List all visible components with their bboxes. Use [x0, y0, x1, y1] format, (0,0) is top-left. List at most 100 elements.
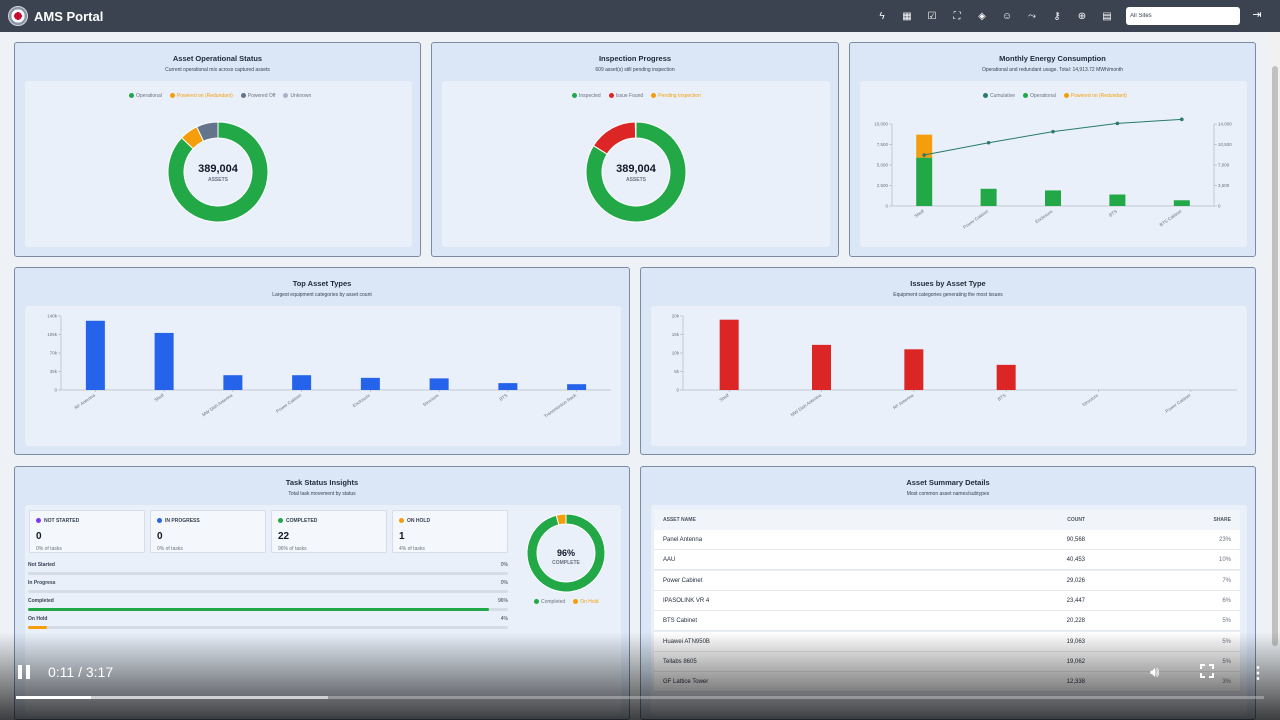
map-icon[interactable]: ⛶	[953, 10, 961, 22]
globe-icon[interactable]: ⊕	[1077, 10, 1087, 22]
table-row[interactable]: IPASOLINK VR 4 23,447 6%	[654, 590, 1240, 611]
x-tick-label: BTS	[498, 393, 508, 402]
y-tick-label: 0	[676, 388, 679, 393]
bar-operational	[1109, 194, 1126, 206]
x-tick-label: BTS	[1108, 209, 1118, 218]
progress-track	[28, 608, 508, 611]
x-tick-label: Shelf	[718, 392, 730, 402]
donut-slice-operational	[167, 121, 269, 223]
operational-donut	[167, 121, 269, 223]
table-row[interactable]: Panel Antenna 90,568 23%	[654, 530, 1240, 550]
video-progress-bar[interactable]	[16, 696, 1264, 699]
x-tick-label: Enclosure	[1034, 208, 1054, 224]
operational-status-card: Asset Operational Status Current operati…	[14, 42, 421, 257]
status-dot	[278, 518, 283, 523]
y2-tick-label: 3,500	[1218, 183, 1230, 188]
site-select[interactable]	[1126, 7, 1240, 25]
legend-item[interactable]: Pending Inspection	[651, 93, 701, 99]
scrollbar-thumb[interactable]	[1272, 66, 1278, 646]
task-stat-in-progress[interactable]: IN PROGRESS 0 0% of tasks	[150, 510, 266, 553]
y-tick-label: 35k	[50, 369, 58, 374]
col-header-name[interactable]: ASSET NAME	[663, 517, 696, 523]
card-subtitle: Current operational mix across captured …	[165, 67, 270, 73]
card-subtitle: Operational and redundant usage. Total: …	[981, 67, 1124, 73]
task-stat-on-hold[interactable]: ON HOLD 1 4% of tasks	[392, 510, 508, 553]
legend-item[interactable]: Powered Off	[240, 93, 276, 99]
legend-swatch	[1063, 93, 1069, 98]
table-row[interactable]: BTS Cabinet 20,228 5%	[654, 611, 1240, 632]
stat-label: COMPLETED	[278, 518, 317, 524]
status-dot	[157, 518, 162, 523]
legend-label: Powered on (Redundant)	[176, 93, 233, 99]
x-tick-label: Structure	[422, 392, 440, 407]
progress-label: Not Started	[28, 562, 55, 568]
stat-share: 0% of tasks	[157, 546, 183, 552]
table-row[interactable]: Power Cabinet 29,026 7%	[654, 570, 1240, 591]
task-donut-legend: Completed On Hold	[534, 599, 599, 605]
legend-swatch	[240, 93, 246, 98]
y-tick-label: 5,000	[877, 163, 889, 168]
legend-swatch	[283, 93, 289, 98]
donut-total: 389,004	[198, 163, 238, 175]
stat-value: 1	[399, 531, 405, 542]
volume-icon[interactable]: 🔊︎	[1150, 664, 1160, 681]
grid-icon[interactable]: ▦	[902, 10, 912, 22]
col-header-share[interactable]: SHARE	[1213, 517, 1231, 523]
top-navbar: AMS Portal	[0, 0, 1280, 32]
inspection-progress-card: Inspection Progress 609 asset(s) still p…	[431, 42, 839, 257]
clipboard-check-icon[interactable]: ☑	[927, 10, 937, 22]
progress-label: In Progress	[28, 580, 56, 586]
calendar-icon[interactable]: ▤	[1102, 10, 1112, 22]
users-icon[interactable]: ☺	[1001, 10, 1013, 22]
legend-item[interactable]: Cumulative	[983, 93, 1015, 99]
legend-label: On Hold	[580, 599, 599, 605]
legend-item[interactable]: Operational	[129, 93, 162, 99]
col-header-count[interactable]: COUNT	[1067, 517, 1085, 523]
legend-swatch	[983, 93, 988, 98]
progress-track	[28, 572, 508, 575]
energy-consumption-card: Monthly Energy Consumption Operational a…	[849, 42, 1256, 257]
legend-item[interactable]: Unknown	[283, 93, 311, 99]
cumulative-point	[922, 153, 926, 157]
logout-icon[interactable]: ⇥	[1252, 9, 1262, 21]
donut-slice-pending-inspection	[634, 121, 637, 139]
x-tick-label: Enclosure	[352, 392, 372, 408]
task-stat-completed[interactable]: COMPLETED 22 96% of tasks	[271, 510, 387, 553]
card-title: Issues by Asset Type	[910, 279, 986, 288]
stat-label: NOT STARTED	[36, 518, 79, 524]
y2-tick-label: 0	[1218, 204, 1221, 209]
card-title: Asset Operational Status	[172, 54, 263, 63]
progress-percent: 0%	[500, 562, 508, 568]
table-row[interactable]: AAU 40,453 10%	[654, 550, 1240, 571]
cell-share: 23%	[1218, 537, 1231, 543]
legend-label: Powered Off	[247, 93, 276, 99]
legend-item[interactable]: Completed	[534, 599, 565, 605]
bolt-icon[interactable]: ϟ	[879, 10, 885, 22]
pause-icon[interactable]	[18, 665, 30, 679]
key-icon[interactable]: ⚷	[1053, 10, 1061, 22]
legend-item[interactable]: Powered on (Redundant)	[169, 93, 233, 99]
card-subtitle: Largest equipment categories by asset co…	[272, 292, 372, 298]
more-options-icon[interactable]: ⋮	[1250, 665, 1266, 682]
task-progress-row: On Hold 4%	[28, 616, 508, 630]
fullscreen-icon[interactable]	[1200, 664, 1214, 678]
chart-area: Cumulative Operational Powered on (Redunda…	[860, 81, 1247, 247]
legend-item[interactable]: Inspected	[572, 93, 601, 99]
legend-item[interactable]: Powered on (Redundant)	[1063, 93, 1127, 99]
bar-transmission-rack	[567, 384, 587, 390]
task-stat-not-started[interactable]: NOT STARTED 0 0% of tasks	[29, 510, 145, 553]
stat-value: 22	[278, 531, 290, 542]
route-icon[interactable]: ⤳	[1028, 10, 1036, 22]
legend-item[interactable]: Operational	[1023, 93, 1056, 99]
cube-icon[interactable]: ◈	[978, 10, 986, 22]
donut-value: 96%	[556, 548, 575, 558]
cumulative-point	[986, 140, 991, 145]
legend-item[interactable]: Issue Found	[608, 93, 643, 99]
x-tick-label: Power Cabinet	[962, 208, 990, 229]
chart-area: Inspected Issue Found Pending Inspection 3…	[442, 81, 830, 247]
bar-operational	[1045, 190, 1061, 206]
legend-item[interactable]: On Hold	[573, 599, 599, 605]
top-asset-types-card: Top Asset Types Largest equipment catego…	[14, 267, 630, 455]
progress-fill	[28, 608, 489, 611]
legend-label: Powered on (Redundant)	[1070, 93, 1127, 99]
